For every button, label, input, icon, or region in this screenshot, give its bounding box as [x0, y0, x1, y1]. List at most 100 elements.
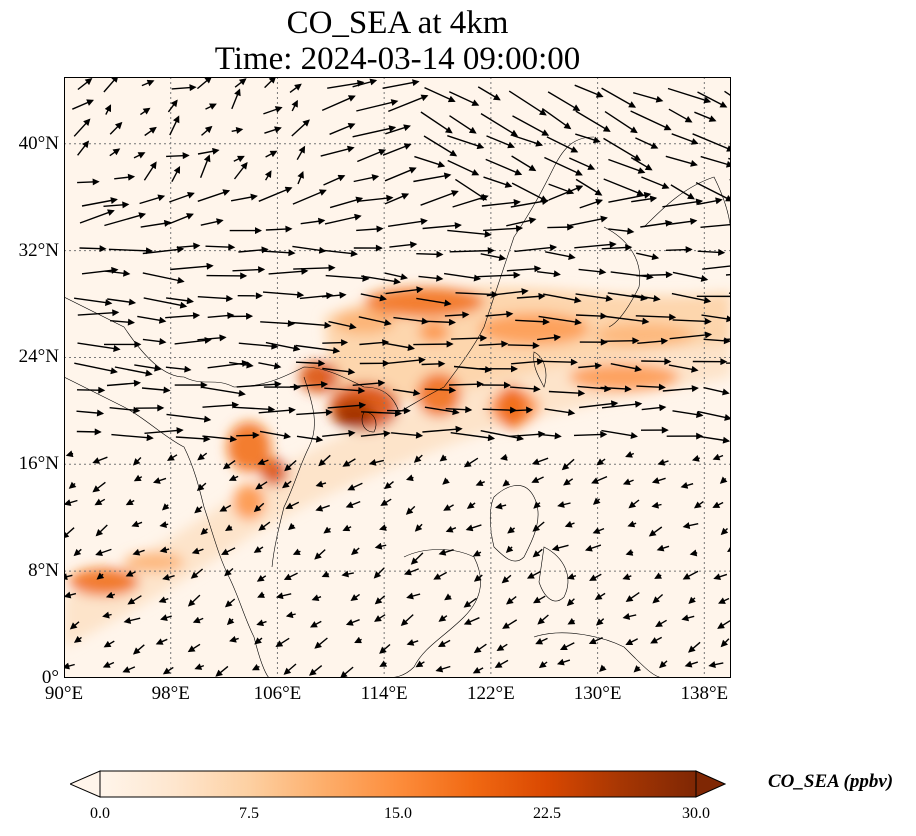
wind-vector-arrow: [283, 663, 297, 675]
wind-vector-arrow: [422, 222, 462, 230]
wind-vector-arrow: [577, 385, 612, 393]
colorbar-tick-label: 0.0: [90, 805, 110, 822]
wind-vector-arrow: [222, 460, 236, 470]
y-tick-label: 40°N: [18, 132, 59, 154]
wind-vector-arrow: [610, 363, 643, 373]
wind-vector-arrow: [485, 310, 514, 318]
wind-vector-arrow: [418, 274, 444, 282]
wind-vector-arrow: [703, 337, 731, 345]
wind-vector-arrow: [625, 638, 639, 646]
wind-vector-arrow: [143, 297, 188, 309]
wind-vector-arrow: [682, 570, 699, 580]
wind-vector-arrow: [143, 161, 157, 181]
wind-vector-arrow: [296, 408, 333, 416]
wind-vector-arrow: [445, 406, 473, 414]
wind-vector-arrow: [345, 500, 361, 509]
wind-vector-arrow: [260, 319, 295, 327]
wind-vector-arrow: [601, 87, 637, 108]
wind-vector-arrow: [329, 196, 364, 209]
wind-vector-arrow: [169, 191, 195, 203]
wind-vector-arrow: [727, 545, 731, 553]
wind-vector-arrow: [449, 247, 495, 255]
wind-vector-arrow: [433, 571, 448, 580]
wind-vector-arrow: [578, 362, 603, 370]
wind-vector-arrow: [651, 501, 662, 509]
wind-vector-arrow: [256, 574, 267, 582]
wind-vector-arrow: [708, 661, 724, 668]
wind-vector-arrow: [718, 597, 730, 604]
wind-vector-arrow: [65, 450, 74, 458]
wind-vector-arrow: [508, 90, 547, 116]
wind-vector-arrow: [77, 309, 120, 317]
wind-vector-arrow: [109, 121, 123, 135]
map-title: CO_SEA at 4km: [286, 5, 509, 41]
wind-vector-arrow: [466, 501, 476, 509]
wind-vector-arrow: [607, 292, 648, 302]
wind-vector-arrow: [201, 386, 246, 397]
wind-vector-arrow: [511, 182, 548, 202]
wind-vector-arrow: [221, 547, 236, 555]
wind-vector-arrow: [92, 481, 106, 493]
wind-vector-arrow: [321, 291, 347, 299]
wind-vector-arrow: [480, 113, 519, 137]
wind-vector-arrow: [636, 383, 666, 391]
wind-vector-arrow: [442, 477, 450, 485]
wind-vector-arrow: [160, 614, 172, 621]
wind-vector-arrow: [257, 591, 265, 598]
wind-vector-arrow: [352, 125, 397, 138]
wind-vector-arrow: [601, 429, 638, 439]
wind-vector-arrow: [268, 267, 309, 275]
wind-vector-arrow: [354, 636, 362, 644]
wind-vector-arrow: [261, 249, 296, 257]
colorbar-label: CO_SEA (ppbv): [768, 771, 894, 792]
wind-vector-arrow: [564, 520, 575, 528]
wind-vector-arrow: [579, 198, 604, 209]
wind-vector-arrow: [200, 218, 224, 226]
wind-vector-arrow: [322, 339, 349, 347]
wind-vector-arrow: [200, 527, 209, 536]
wind-vector-arrow: [472, 666, 484, 674]
wind-vector-arrow: [480, 430, 525, 442]
wind-vector-arrow: [657, 458, 669, 466]
wind-vector-arrow: [311, 594, 322, 602]
wind-vector-arrow: [342, 458, 356, 467]
wind-vector-arrow: [680, 481, 694, 489]
wind-vector-arrow: [640, 219, 673, 228]
wind-vector-arrow: [382, 143, 412, 156]
wind-vector-arrow: [702, 265, 731, 270]
wind-vector-arrow: [385, 124, 411, 135]
wind-vector-arrow: [578, 268, 607, 276]
wind-vector-arrow: [295, 344, 341, 354]
wind-vector-arrow: [382, 342, 415, 351]
coastlines: [64, 136, 731, 678]
wind-vector-arrow: [285, 611, 296, 619]
wind-vector-arrow: [579, 400, 619, 409]
wind-vector-arrow: [357, 149, 387, 163]
wind-vector-arrow: [187, 643, 201, 653]
wind-vector-arrow: [566, 573, 577, 580]
wind-vector-arrow: [502, 619, 518, 629]
wind-vector-arrow: [194, 506, 203, 514]
wind-vector-arrow: [641, 404, 667, 412]
wind-vector-arrow: [537, 334, 562, 342]
wind-vector-arrow: [202, 435, 238, 443]
wind-vector-arrow: [415, 660, 425, 668]
wind-vector-arrow: [637, 337, 669, 345]
wind-vector-arrow: [324, 387, 366, 395]
wind-vector-arrow: [139, 194, 166, 205]
wind-vector-arrow: [387, 356, 426, 364]
wind-vector-arrow: [229, 361, 254, 369]
wind-vector-arrow: [104, 212, 147, 227]
wind-vector-arrow: [510, 198, 550, 208]
wind-vector-arrow: [694, 111, 717, 122]
wind-vector-arrow: [410, 552, 424, 565]
wind-vector-arrow: [566, 598, 575, 607]
wind-vector-arrow: [79, 209, 115, 224]
map-subtitle-time: Time: 2024-03-14 09:00:00: [214, 41, 581, 77]
wind-vector-arrow: [192, 616, 204, 624]
wind-vector-arrow: [95, 548, 112, 556]
wind-vector-arrow: [713, 573, 728, 580]
wind-vector-arrow: [265, 341, 301, 352]
y-tick-label: 16°N: [18, 453, 59, 475]
wind-vector-arrow: [662, 385, 699, 393]
